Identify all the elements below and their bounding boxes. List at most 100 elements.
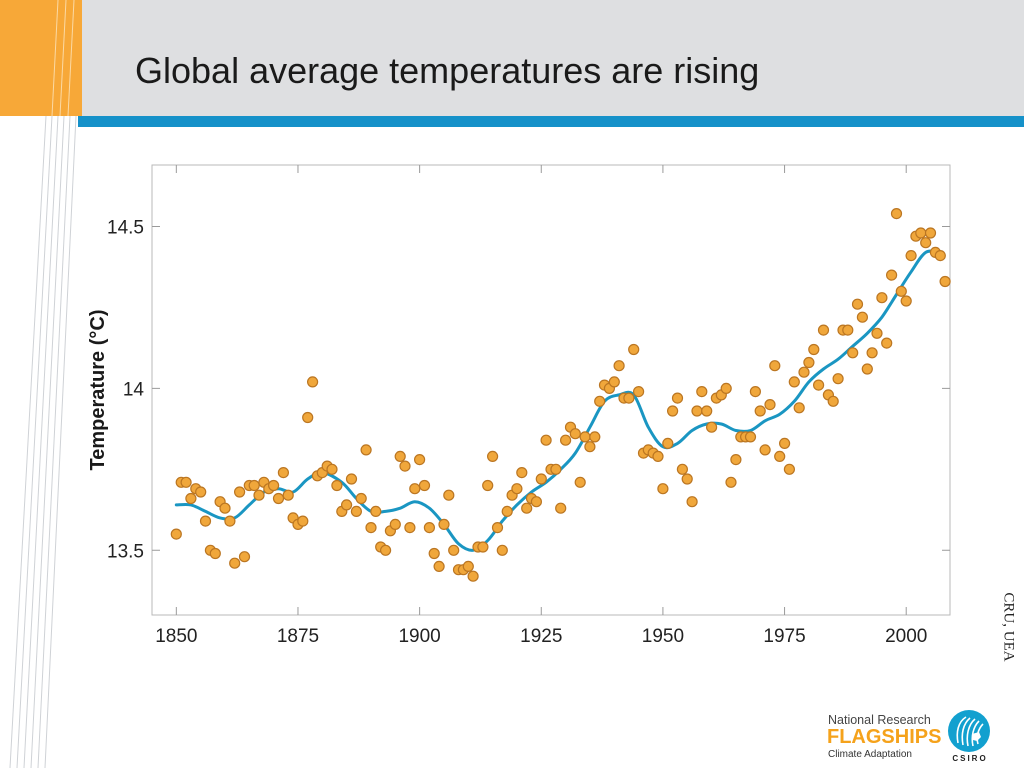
data-point [234,486,246,498]
data-point [681,473,693,485]
y-tick-label: 13.5 [107,541,144,562]
data-point [666,405,679,417]
data-point [521,502,533,514]
data-point [423,522,435,534]
header-band [0,0,1024,116]
data-point [341,499,353,511]
data-point [628,343,640,356]
data-point [170,528,182,540]
data-point [365,522,377,534]
data-point [705,421,718,433]
data-point [876,292,888,304]
data-point [934,249,946,262]
data-point [900,295,912,307]
data-point [399,460,411,472]
data-point [803,356,815,369]
y-axis: 13.5 14 14.5 [107,218,950,562]
data-point [920,237,932,249]
data-point [915,227,927,239]
data-point [817,324,830,336]
data-point [345,473,358,485]
data-point [409,483,421,495]
data-point [462,560,474,572]
data-point [380,544,392,556]
data-point [613,360,625,372]
data-point [847,347,859,359]
data-point [579,431,591,443]
data-point [759,444,771,456]
orange-accent-block [0,0,82,116]
data-point [238,551,251,563]
data-point [360,444,372,456]
data-point [516,467,528,479]
data-point [443,489,455,501]
data-point [871,327,883,339]
x-axis: 1850 1875 1900 1925 1950 1975 2000 [155,165,927,647]
data-point [842,324,854,336]
csiro-globe-icon [948,710,990,752]
data-point [326,463,338,475]
data-point [720,382,732,394]
data-point [418,479,431,492]
data-point [370,505,382,517]
data-point [798,366,810,378]
data-point [253,489,265,501]
y-tick-label: 14 [123,379,145,400]
source-credit: CRU, UEA [1000,592,1017,662]
data-point [530,496,542,508]
data-point [594,395,606,407]
data-point [467,570,479,582]
data-point [788,376,800,388]
data-point [219,502,231,514]
data-point [885,269,898,281]
data-point [574,476,586,488]
data-point [725,476,737,488]
data-point [662,437,674,449]
data-point [224,515,236,527]
data-point [511,483,523,495]
data-point [652,450,664,462]
data-point [783,463,796,475]
x-tick-label: 1950 [642,626,684,647]
data-point [744,431,757,443]
data-point [277,467,289,479]
data-point [487,450,499,462]
data-point [924,227,937,239]
temperature-chart: 1850 1875 1900 1925 1950 1975 2000 13.51414.5 … [87,164,951,647]
data-point [774,450,786,462]
data-point [501,505,513,517]
data-point [676,463,689,475]
data-point [632,386,645,398]
annual-points [170,207,951,582]
data-point [764,399,776,411]
data-point [851,298,864,310]
data-point [691,405,703,417]
data-point [856,311,869,323]
data-point [560,434,572,446]
data-point [185,492,197,505]
logo-line-3: Climate Adaptation [828,749,912,760]
data-point [584,441,596,453]
data-point [657,483,669,495]
data-point [730,454,742,466]
data-point [195,486,207,498]
data-point [433,560,445,572]
data-point [496,544,508,556]
header-rule [78,116,1024,127]
data-point [808,343,820,356]
data-point [229,557,241,569]
data-point [272,492,285,505]
logo-line-2: FLAGSHIPS [827,726,942,748]
data-point [832,373,844,385]
data-point [939,275,951,288]
x-tick-label: 1875 [277,626,319,647]
data-point [671,392,684,404]
data-point [307,376,319,388]
data-point [881,337,893,349]
data-point [793,402,805,414]
logo-line-1: National Research [828,713,931,727]
y-tick-label: 14.5 [107,218,144,239]
data-point [331,479,343,492]
data-point [389,518,401,530]
data-point [749,386,762,398]
